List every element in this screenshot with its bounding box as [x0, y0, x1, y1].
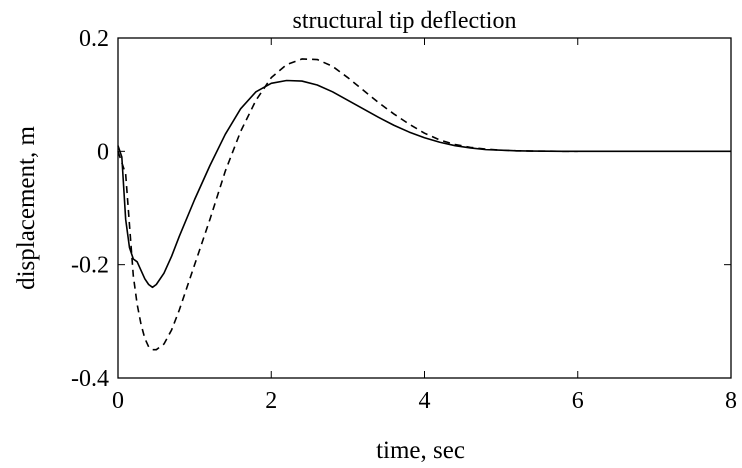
series-line-dashed — [117, 58, 578, 351]
plot-frame — [117, 37, 732, 379]
y-tick-label: -0.4 — [71, 366, 109, 392]
y-tick-label: -0.2 — [71, 253, 109, 279]
x-tick-label: 0 — [112, 388, 124, 414]
y-tick-label: 0.2 — [79, 26, 109, 52]
series-line-solid — [117, 79, 731, 289]
x-tick-label: 4 — [419, 388, 431, 414]
series-group — [117, 58, 731, 351]
x-tick-label: 8 — [725, 388, 737, 414]
x-tick-label: 2 — [265, 388, 277, 414]
x-tick-label: 6 — [572, 388, 584, 414]
y-axis-title: displacement, m — [13, 126, 40, 290]
x-axis-title: time, sec — [376, 437, 465, 464]
y-tick-label: 0 — [97, 139, 109, 165]
chart-title: structural tip deflection — [293, 8, 517, 34]
ticks: 0 2 4 6 8 -0.4 -0.2 0 0.2 — [71, 26, 737, 414]
